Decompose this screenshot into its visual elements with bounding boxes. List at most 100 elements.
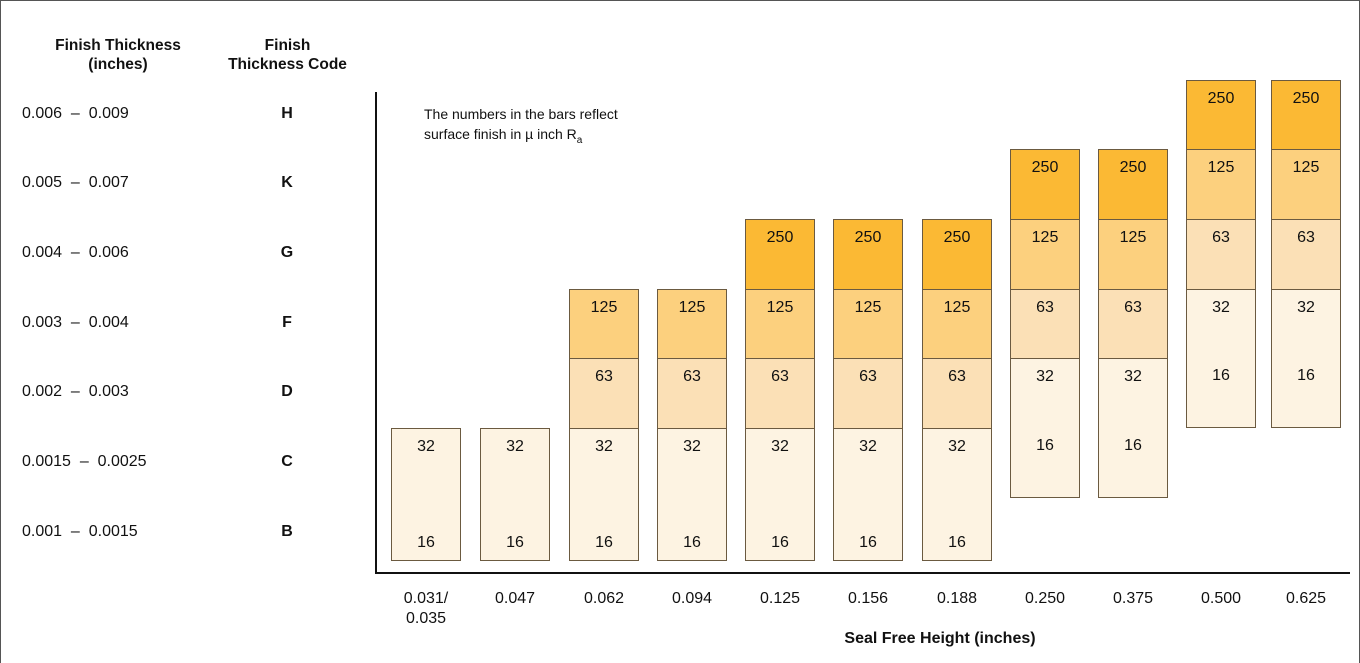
finish-value: 125 [1119, 229, 1147, 246]
thickness-range-G: 0.004 – 0.006 [22, 244, 129, 261]
x-axis-line [375, 572, 1350, 574]
finish-cell-0.188-G: 250 [922, 219, 992, 290]
x-tick-label: 0.188 [936, 590, 978, 607]
finish-cell-0.625-D: 16 [1271, 358, 1341, 428]
finish-value: 32 [1124, 368, 1142, 385]
chart-note: The numbers in the bars reflect surface … [424, 104, 618, 151]
finish-cell-0.031-0.035-B: 16 [391, 498, 461, 561]
finish-cell-0.188-D: 63 [922, 358, 992, 429]
thickness-header: Finish Thickness (inches) [18, 36, 218, 74]
finish-value: 32 [948, 438, 966, 455]
finish-value: 32 [595, 438, 613, 455]
finish-cell-0.125-F: 125 [745, 289, 815, 360]
finish-cell-0.250-K: 250 [1010, 149, 1080, 220]
finish-cell-0.047-C: 32 [480, 428, 550, 499]
finish-value: 125 [1207, 159, 1235, 176]
code-header-line2: Thickness Code [228, 56, 347, 73]
finish-value: 250 [1031, 159, 1059, 176]
finish-cell-0.625-F: 32 [1271, 289, 1341, 360]
finish-value: 63 [1212, 229, 1230, 246]
finish-value: 32 [859, 438, 877, 455]
finish-value: 16 [506, 534, 524, 551]
finish-value: 16 [595, 534, 613, 551]
finish-value: 125 [854, 299, 882, 316]
finish-cell-0.625-G: 63 [1271, 219, 1341, 290]
finish-cell-0.062-F: 125 [569, 289, 639, 360]
finish-cell-0.250-G: 125 [1010, 219, 1080, 290]
finish-value: 125 [1031, 229, 1059, 246]
thickness-code-F: F [282, 314, 292, 331]
thickness-code-G: G [280, 244, 294, 261]
thickness-header-line2: (inches) [88, 56, 148, 73]
finish-value: 63 [948, 368, 966, 385]
finish-value: 16 [859, 534, 877, 551]
finish-value: 125 [1292, 159, 1320, 176]
finish-cell-0.047-B: 16 [480, 498, 550, 561]
finish-cell-0.156-D: 63 [833, 358, 903, 429]
thickness-code-H: H [281, 105, 293, 122]
y-axis-line [375, 92, 377, 574]
finish-cell-0.094-D: 63 [657, 358, 727, 429]
x-tick-label: 0.375 [1112, 590, 1154, 607]
finish-value: 250 [1119, 159, 1147, 176]
finish-cell-0.500-G: 63 [1186, 219, 1256, 290]
note-line2: surface finish in µ inch Ra [424, 124, 618, 151]
finish-cell-0.625-H: 250 [1271, 80, 1341, 151]
thickness-range-C: 0.0015 – 0.0025 [22, 453, 147, 470]
finish-value: 16 [1036, 437, 1054, 454]
note-subscript: a [576, 134, 583, 146]
thickness-range-K: 0.005 – 0.007 [22, 174, 129, 191]
finish-cell-0.188-C: 32 [922, 428, 992, 499]
finish-value: 32 [1036, 368, 1054, 385]
finish-value: 125 [678, 299, 706, 316]
finish-cell-0.625-K: 125 [1271, 149, 1341, 220]
finish-value: 32 [417, 438, 435, 455]
finish-value: 16 [771, 534, 789, 551]
finish-cell-0.094-C: 32 [657, 428, 727, 499]
finish-cell-0.156-F: 125 [833, 289, 903, 360]
finish-cell-0.094-B: 16 [657, 498, 727, 561]
finish-value: 125 [590, 299, 618, 316]
finish-value: 250 [1207, 90, 1235, 107]
finish-cell-0.375-C: 16 [1098, 428, 1168, 498]
finish-value: 250 [766, 229, 794, 246]
finish-value: 16 [417, 534, 435, 551]
x-tick-label: 0.062 [583, 590, 625, 607]
thickness-header-line1: Finish Thickness [55, 37, 181, 54]
x-tick-label: 0.250 [1024, 590, 1066, 607]
finish-cell-0.156-G: 250 [833, 219, 903, 290]
finish-value: 32 [506, 438, 524, 455]
x-axis-label: Seal Free Height (inches) [844, 630, 1036, 647]
finish-value: 16 [683, 534, 701, 551]
finish-cell-0.375-D: 32 [1098, 358, 1168, 429]
thickness-range-D: 0.002 – 0.003 [22, 383, 129, 400]
thickness-code-B: B [281, 523, 293, 540]
thickness-range-B: 0.001 – 0.0015 [22, 523, 138, 540]
x-tick-label: 0.094 [671, 590, 713, 607]
finish-value: 250 [1292, 90, 1320, 107]
thickness-code-C: C [281, 453, 293, 470]
finish-cell-0.062-C: 32 [569, 428, 639, 499]
finish-cell-0.188-B: 16 [922, 498, 992, 561]
x-tick-label: 0.625 [1285, 590, 1327, 607]
finish-value: 250 [854, 229, 882, 246]
finish-cell-0.031-0.035-C: 32 [391, 428, 461, 499]
finish-cell-0.125-C: 32 [745, 428, 815, 499]
x-tick-label: 0.031/0.035 [403, 590, 449, 627]
thickness-range-H: 0.006 – 0.009 [22, 105, 129, 122]
finish-value: 63 [1036, 299, 1054, 316]
finish-cell-0.500-F: 32 [1186, 289, 1256, 360]
thickness-code-K: K [281, 174, 293, 191]
finish-value: 63 [1297, 229, 1315, 246]
finish-cell-0.500-D: 16 [1186, 358, 1256, 428]
finish-cell-0.156-C: 32 [833, 428, 903, 499]
finish-cell-0.062-B: 16 [569, 498, 639, 561]
finish-cell-0.250-C: 16 [1010, 428, 1080, 498]
finish-value: 250 [943, 229, 971, 246]
x-tick-label: 0.156 [847, 590, 889, 607]
finish-cell-0.500-H: 250 [1186, 80, 1256, 151]
note-line1: The numbers in the bars reflect [424, 106, 618, 122]
finish-value: 32 [771, 438, 789, 455]
thickness-range-F: 0.003 – 0.004 [22, 314, 129, 331]
thickness-code-D: D [281, 383, 293, 400]
